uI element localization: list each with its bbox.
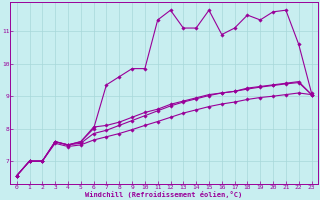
X-axis label: Windchill (Refroidissement éolien,°C): Windchill (Refroidissement éolien,°C) bbox=[85, 191, 243, 198]
